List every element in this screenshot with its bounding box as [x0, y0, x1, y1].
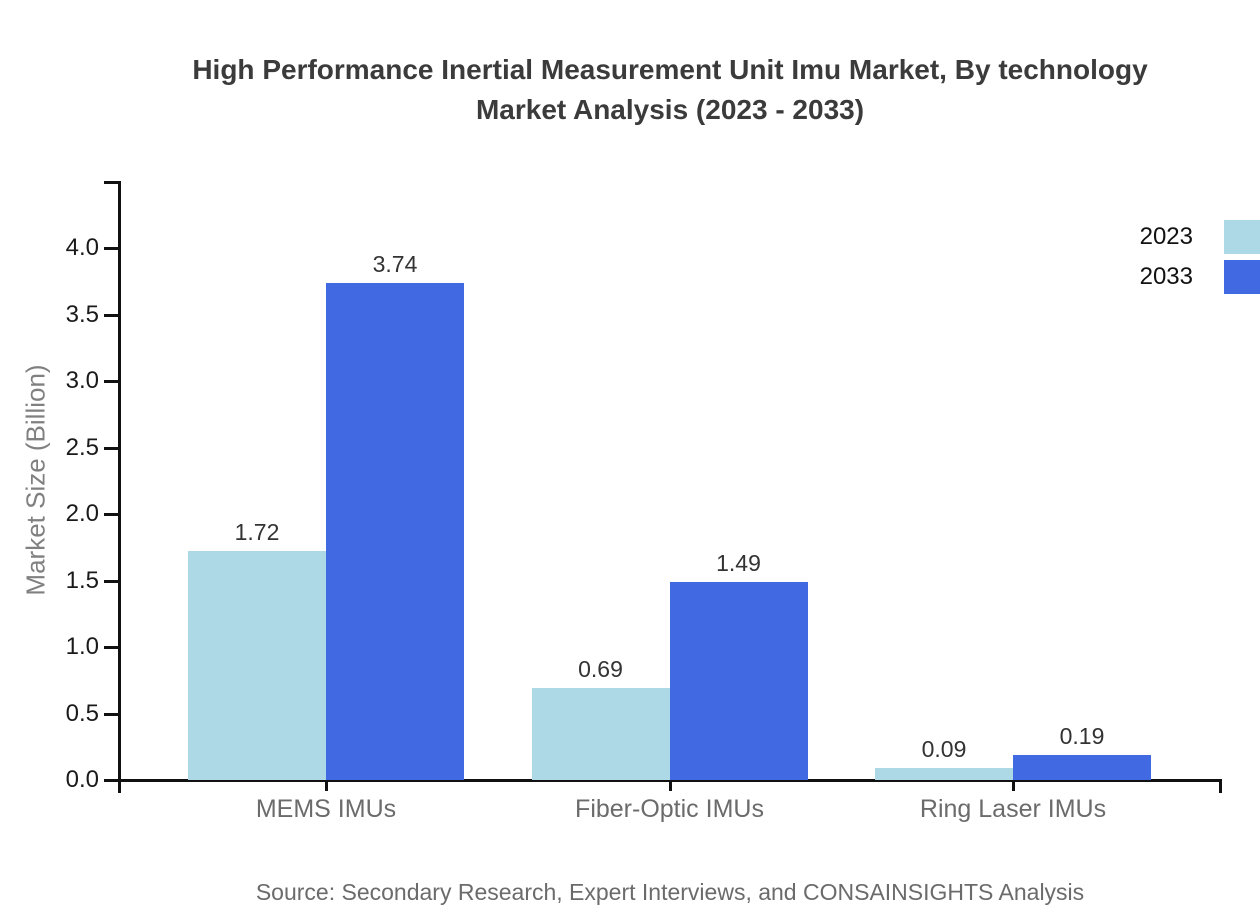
legend: 2023 2033	[1140, 220, 1260, 300]
y-axis-end-cap	[104, 181, 118, 184]
x-tick	[1012, 780, 1015, 791]
legend-label-2033: 2033	[1139, 263, 1193, 290]
legend-swatch-2023	[1224, 220, 1260, 254]
bar-value-label: 1.49	[716, 550, 761, 576]
y-tick-label: 1.0	[65, 633, 99, 660]
y-tick-label: 0.0	[65, 766, 99, 793]
chart-title-line1: High Performance Inertial Measurement Un…	[192, 54, 1148, 85]
y-tick	[104, 446, 118, 450]
x-tick	[668, 780, 672, 791]
x-axis-end-cap	[1219, 782, 1222, 793]
y-tick	[104, 380, 118, 383]
y-tick-label: 2.0	[65, 500, 99, 527]
bar-value-label: 3.74	[372, 251, 418, 277]
y-tick-label: 4.0	[65, 234, 99, 261]
y-tick	[104, 513, 118, 516]
bar-value-label: 1.72	[234, 519, 280, 545]
x-category-label: MEMS IMUs	[255, 795, 397, 823]
chart-title: High Performance Inertial Measurement Un…	[80, 50, 1260, 130]
bar-value-label: 0.19	[1059, 723, 1105, 749]
legend-item-2023: 2023	[1140, 220, 1260, 254]
x-tick	[325, 780, 328, 791]
y-tick	[104, 779, 118, 782]
y-tick-label: 2.5	[65, 433, 99, 461]
legend-label-2023: 2023	[1139, 223, 1193, 250]
chart-title-line2: Market Analysis (2023 - 2033)	[475, 94, 865, 125]
y-tick-label: 3.0	[65, 367, 99, 394]
x-category-label: Ring Laser IMUs	[919, 795, 1107, 823]
bar-2023-ring-laser-imus	[875, 768, 1013, 780]
x-axis-start-cap	[118, 782, 121, 793]
y-tick-label: 1.5	[65, 566, 99, 594]
bar-2033-ring-laser-imus	[1013, 755, 1151, 780]
y-tick-label: 0.5	[65, 699, 99, 727]
bar-value-label: 0.09	[921, 736, 967, 762]
bar-value-label: 0.69	[578, 656, 623, 682]
y-tick	[104, 646, 118, 649]
bar-2023-mems-imus	[188, 551, 326, 780]
legend-item-2033: 2033	[1140, 260, 1260, 294]
bar-2033-fiber-optic-imus	[669, 582, 808, 780]
y-axis-spine	[118, 181, 121, 783]
legend-swatch-2033	[1224, 260, 1260, 294]
y-tick	[104, 579, 118, 583]
y-tick	[104, 712, 118, 716]
source-note: Source: Secondary Research, Expert Inter…	[255, 879, 1085, 905]
bar-2023-fiber-optic-imus	[531, 688, 670, 780]
y-tick	[104, 313, 118, 317]
bar-2033-mems-imus	[326, 283, 464, 780]
y-tick	[104, 247, 118, 250]
x-category-label: Fiber-Optic IMUs	[575, 795, 764, 823]
y-tick-label: 3.5	[65, 300, 99, 328]
